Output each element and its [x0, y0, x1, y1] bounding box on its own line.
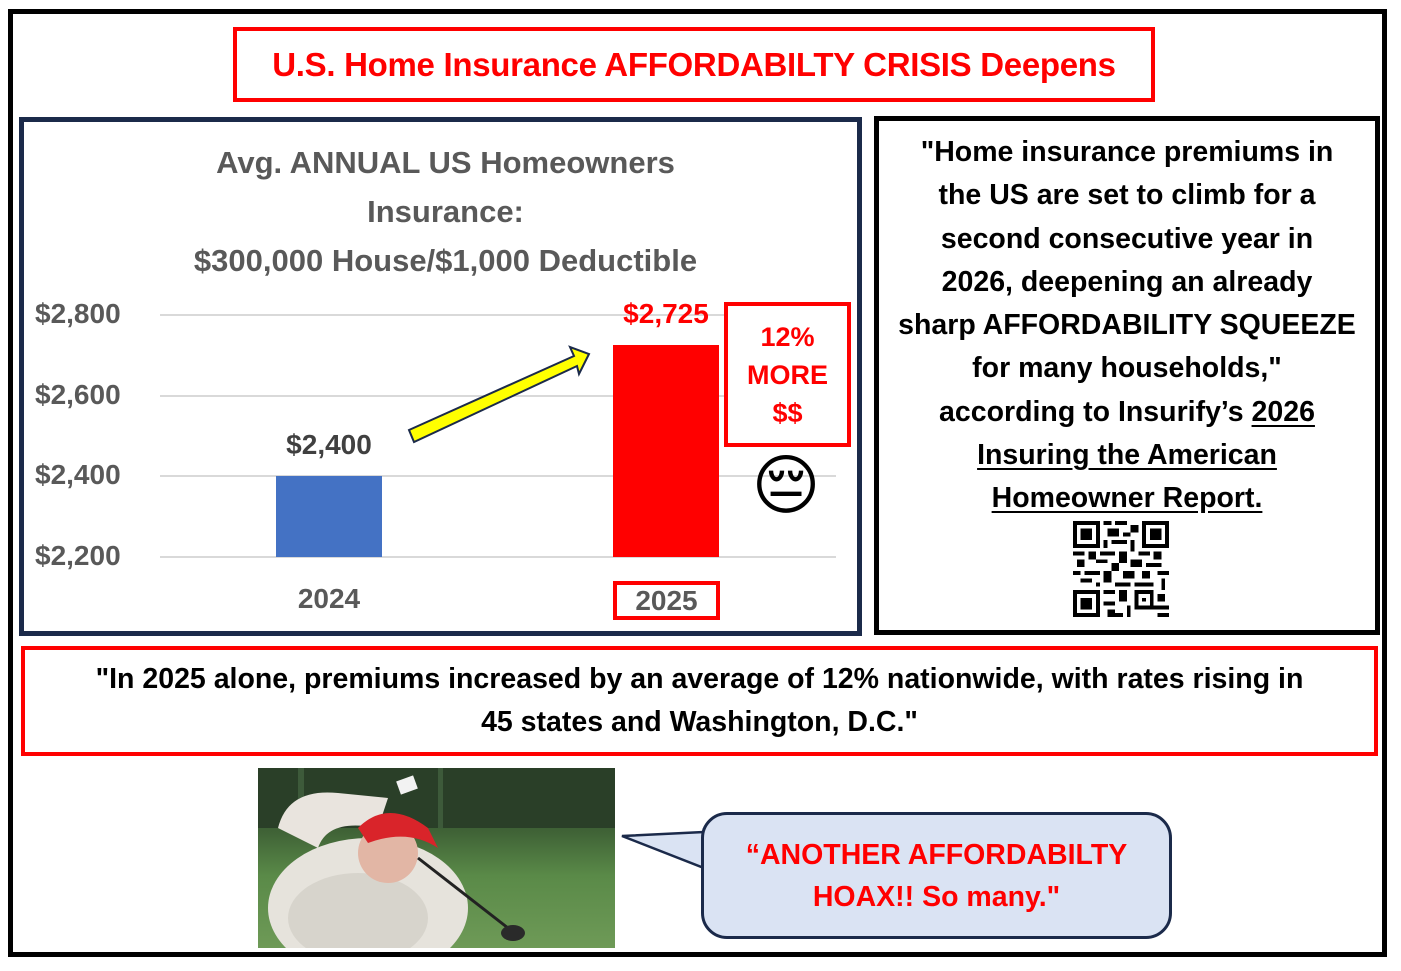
- callout-line-3: $$: [772, 397, 803, 428]
- report-link-part-1[interactable]: 2026: [1251, 395, 1315, 428]
- bar-2024: [276, 476, 382, 557]
- callout-line-2: MORE: [747, 359, 828, 390]
- chart-title-line-1: Avg. ANNUAL US Homeowners: [216, 145, 675, 180]
- quote-line: according to Insurify’s 2026: [889, 391, 1365, 434]
- statistic-banner: "In 2025 alone, premiums increased by an…: [21, 646, 1378, 756]
- statistic-line-2: 45 states and Washington, D.C.": [481, 706, 918, 738]
- report-link-part-3[interactable]: Homeowner Report.: [991, 482, 1263, 515]
- quote-line: second consecutive year in: [940, 222, 1314, 255]
- qr-code-icon[interactable]: [1073, 521, 1169, 617]
- speech-line-1: “ANOTHER AFFORDABILTY: [745, 838, 1128, 871]
- golfer-illustration-icon: [258, 768, 615, 948]
- speech-bubble-tail: [621, 828, 708, 874]
- chart-panel: Avg. ANNUAL US Homeowners Insurance: $30…: [19, 117, 862, 636]
- quote-line: for many households,": [972, 352, 1282, 385]
- speech-bubble-text: “ANOTHER AFFORDABILTY HOAX!! So many.": [746, 834, 1128, 918]
- attribution-text: according to Insurify’s: [939, 395, 1252, 428]
- percent-increase-callout: 12% MORE $$: [724, 302, 851, 447]
- y-tick-2200: $2,200: [35, 540, 121, 571]
- headline: U.S. Home Insurance AFFORDABILTY CRISIS …: [272, 45, 1116, 83]
- quote-line: Homeowner Report.: [889, 477, 1365, 520]
- speech-bubble: “ANOTHER AFFORDABILTY HOAX!! So many.": [701, 812, 1172, 939]
- bar-label-2024: $2,400: [286, 429, 372, 460]
- golfer-photo: [258, 768, 615, 948]
- statistic-line-1: "In 2025 alone, premiums increased by an…: [95, 663, 1304, 695]
- bar-2025: [613, 345, 719, 557]
- gridline-2400: [160, 475, 836, 477]
- x-tick-2024: 2024: [297, 583, 361, 614]
- arrow-up-right-icon: [407, 345, 591, 444]
- statistic-text: "In 2025 alone, premiums increased by an…: [86, 658, 1314, 744]
- speech-line-2: HOAX!! So many.": [812, 880, 1061, 913]
- quote-line: 2026, deepening an already: [941, 265, 1313, 298]
- quote-line: the US are set to climb for a: [938, 179, 1316, 212]
- pensive-face-icon: 😔: [751, 448, 821, 522]
- y-tick-2400: $2,400: [35, 459, 121, 490]
- quote-panel: "Home insurance premiums in the US are s…: [874, 116, 1380, 635]
- headline-box: U.S. Home Insurance AFFORDABILTY CRISIS …: [233, 27, 1155, 102]
- x-tick-2025: 2025: [635, 584, 698, 616]
- quote-text: "Home insurance premiums in the US are s…: [889, 131, 1365, 521]
- quote-line: "Home insurance premiums in: [920, 136, 1334, 168]
- report-link-part-2[interactable]: Insuring the American: [977, 439, 1277, 472]
- gridline-2800: [160, 314, 836, 316]
- gridline-2200: [160, 556, 836, 558]
- bar-label-2025: $2,725: [623, 298, 709, 329]
- y-tick-2800: $2,800: [35, 298, 121, 329]
- chart-title-line-2: Insurance:: [367, 194, 524, 229]
- chart-title-line-3: $300,000 House/$1,000 Deductible: [193, 243, 698, 278]
- y-tick-2600: $2,600: [35, 379, 121, 410]
- callout-line-1: 12%: [760, 321, 815, 352]
- x-tick-2025-highlight: 2025: [613, 581, 720, 620]
- chart-title: Avg. ANNUAL US Homeowners Insurance: $30…: [24, 138, 867, 285]
- quote-line: Insuring the American: [889, 434, 1365, 477]
- quote-line: sharp AFFORDABILITY SQUEEZE: [898, 309, 1356, 342]
